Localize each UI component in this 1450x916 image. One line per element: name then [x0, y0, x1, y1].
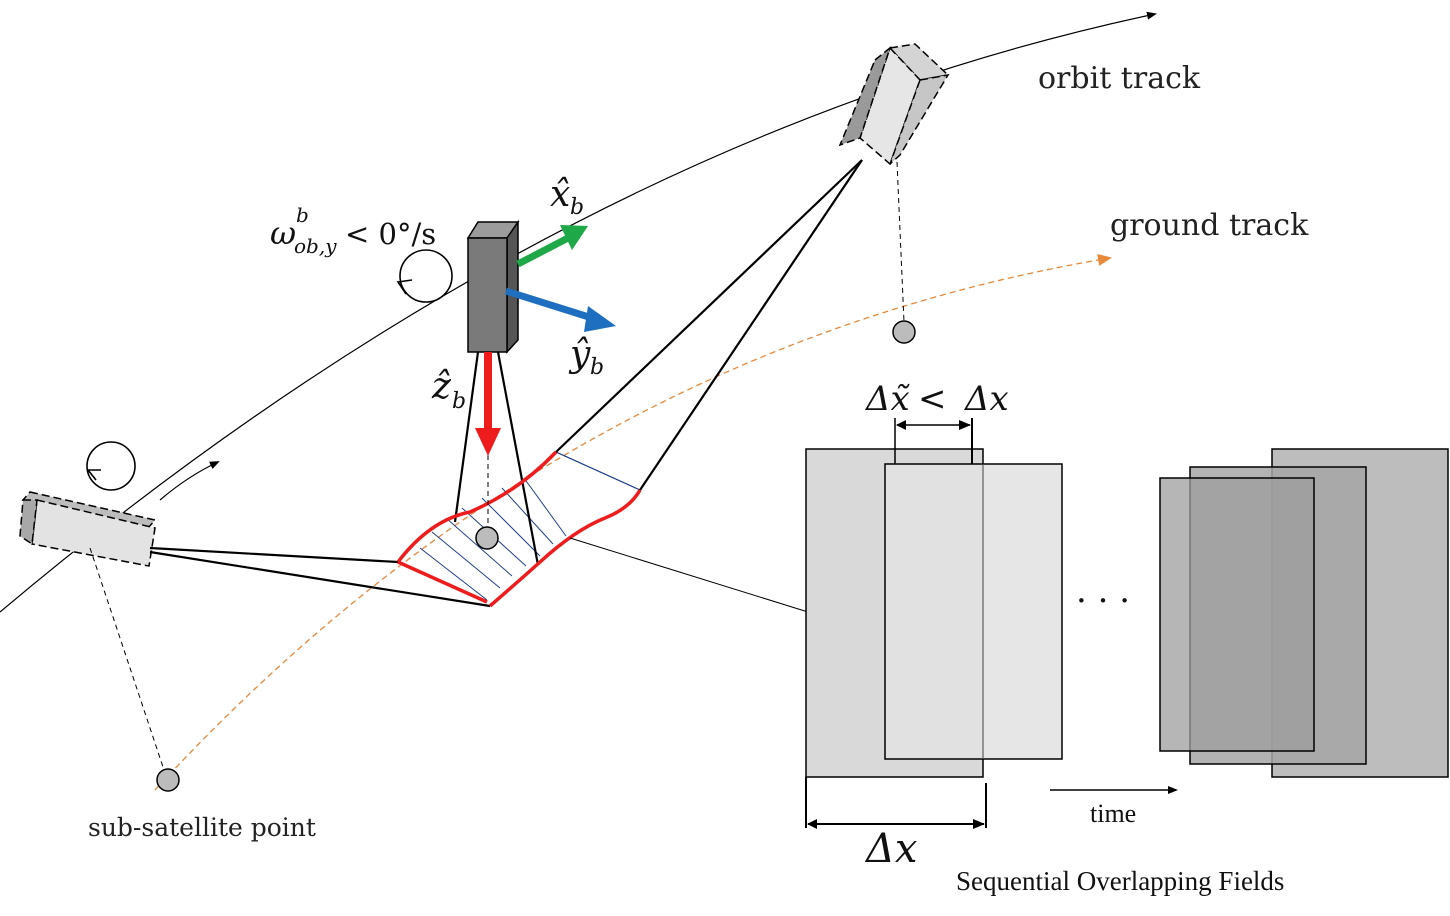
- z-axis-subscript: b: [452, 389, 466, 414]
- time-label: time: [1090, 799, 1136, 828]
- sub-satellite-point-marker: [156, 768, 180, 792]
- omega-superscript: b: [296, 203, 309, 227]
- footprint-outline: [396, 450, 642, 608]
- view-lines: [149, 159, 863, 608]
- y-axis-symbol: ŷ: [568, 334, 591, 375]
- fields-panel: [805, 448, 1449, 778]
- motion-arrow: [159, 461, 220, 501]
- future-footprint-edge: [555, 451, 641, 491]
- field-5: [1159, 477, 1315, 752]
- omega-subscript: ob,y: [294, 234, 337, 258]
- rotation-circle-icon: [396, 249, 453, 303]
- z-axis-arrow: [475, 352, 501, 456]
- omega-rest: < 0°/s: [345, 217, 436, 251]
- orbit-track-label: orbit track: [1038, 61, 1201, 96]
- satellite-future: [838, 43, 950, 166]
- x-axis-symbol: x̂: [550, 174, 570, 215]
- ground-track-curve: [154, 254, 1112, 791]
- less-than: <: [918, 379, 947, 419]
- sequential-fields-caption: Sequential Overlapping Fields: [956, 866, 1284, 896]
- sub-satellite-point-label: sub-satellite point: [88, 813, 316, 842]
- delta-x-label: Δx: [864, 826, 917, 872]
- y-axis-label: ŷ b: [568, 334, 604, 380]
- delta-tilde-x-bracket: [894, 418, 973, 464]
- past-nadir-line: [89, 547, 167, 777]
- z-axis-label: ẑ b: [431, 366, 466, 414]
- field-2: [884, 463, 1063, 760]
- omega-symbol: ω: [270, 214, 296, 252]
- z-axis-symbol: ẑ: [431, 366, 452, 407]
- angular-rate-label: ω b ob,y < 0°/s: [270, 203, 436, 258]
- delta-tilde-x-label: Δx̃ < Δx: [864, 379, 1009, 419]
- satellite-past: [19, 491, 157, 567]
- ground-track-label: ground track: [1110, 208, 1309, 243]
- x-axis-label: x̂ b: [550, 174, 584, 220]
- y-axis-subscript: b: [590, 355, 604, 380]
- delta-x-inline: Δx: [963, 379, 1009, 419]
- current-ground-point: [475, 526, 499, 550]
- delta-x-bracket: [805, 777, 987, 829]
- callout-line: [569, 537, 809, 613]
- x-axis-arrow: [516, 225, 588, 268]
- delta-tilde-x: Δx̃: [864, 379, 911, 419]
- y-axis-arrow: [504, 287, 616, 332]
- ellipsis: · · ·: [1076, 581, 1130, 621]
- rotation-circle-icon: [86, 441, 136, 491]
- x-axis-subscript: b: [570, 195, 584, 220]
- future-ground-point: [892, 320, 916, 344]
- future-nadir-line: [896, 161, 905, 323]
- satellite-current: [466, 219, 520, 354]
